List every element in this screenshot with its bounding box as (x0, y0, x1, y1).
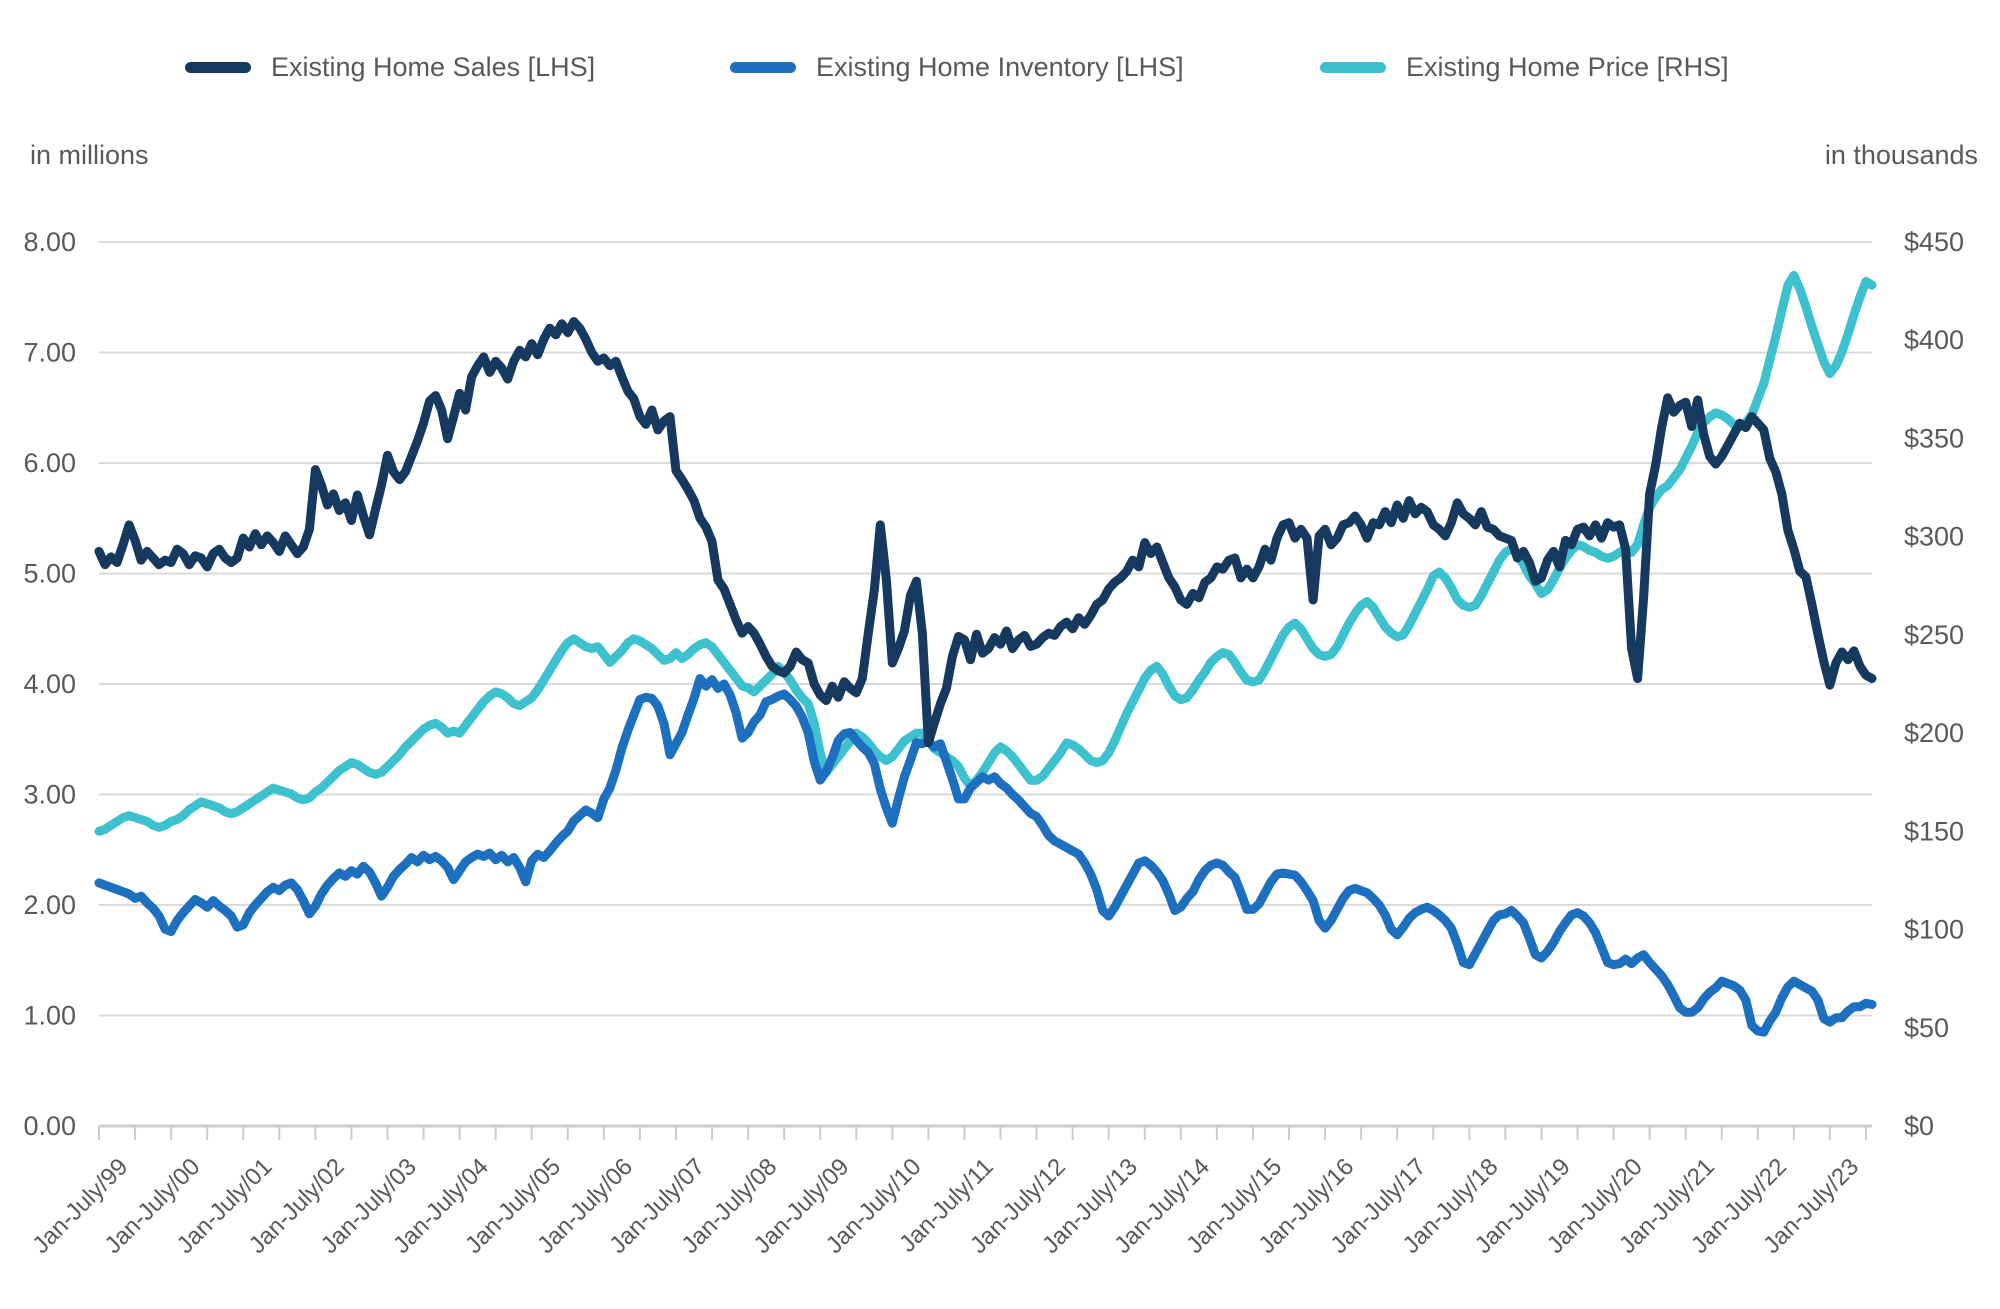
legend: Existing Home Sales [LHS] Existing Home I… (0, 50, 2000, 84)
legend-swatch (1320, 61, 1386, 73)
legend-label: Existing Home Inventory [LHS] (816, 51, 1184, 82)
right-axis-tick-label: $50 (1904, 1013, 1949, 1043)
series-line-existing-home-inventory-lhs (94, 674, 1877, 1037)
legend-item-existing-home-price-rhs: Existing Home Price [RHS] (1320, 50, 1729, 84)
left-axis-tick-label: 2.00 (23, 890, 76, 920)
legend-item-existing-home-sales-lhs: Existing Home Sales [LHS] (185, 50, 595, 84)
left-axis-unit-label: in millions (30, 140, 149, 170)
legend-swatch (185, 61, 251, 73)
right-axis-tick-label: $450 (1904, 227, 1964, 257)
right-axis-tick-label: $150 (1904, 816, 1964, 846)
left-axis-tick-label: 5.00 (23, 559, 76, 589)
series-line-existing-home-price-rhs (94, 270, 1877, 836)
left-axis-tick-label: 3.00 (23, 780, 76, 810)
series-line-existing-home-sales-lhs (94, 317, 1877, 748)
left-axis-tick-label: 0.00 (23, 1111, 76, 1141)
legend-label: Existing Home Price [RHS] (1406, 51, 1729, 82)
right-axis-tick-label: $250 (1904, 620, 1964, 650)
legend-item-existing-home-inventory-lhs: Existing Home Inventory [LHS] (730, 50, 1184, 84)
left-axis-tick-label: 4.00 (23, 669, 76, 699)
left-axis-tick-label: 8.00 (23, 227, 76, 257)
right-axis-tick-label: $100 (1904, 915, 1964, 945)
right-axis-tick-label: $200 (1904, 718, 1964, 748)
left-axis-tick-label: 6.00 (23, 448, 76, 478)
right-axis-tick-label: $300 (1904, 522, 1964, 552)
legend-swatch (730, 61, 796, 73)
legend-label: Existing Home Sales [LHS] (271, 51, 596, 82)
right-axis-unit-label: in thousands (1824, 140, 1978, 170)
left-axis-tick-label: 7.00 (23, 338, 76, 368)
right-axis-tick-label: $400 (1904, 325, 1964, 355)
right-axis-tick-label: $0 (1904, 1111, 1934, 1141)
right-axis-tick-label: $350 (1904, 423, 1964, 453)
left-axis-tick-label: 1.00 (23, 1001, 76, 1031)
